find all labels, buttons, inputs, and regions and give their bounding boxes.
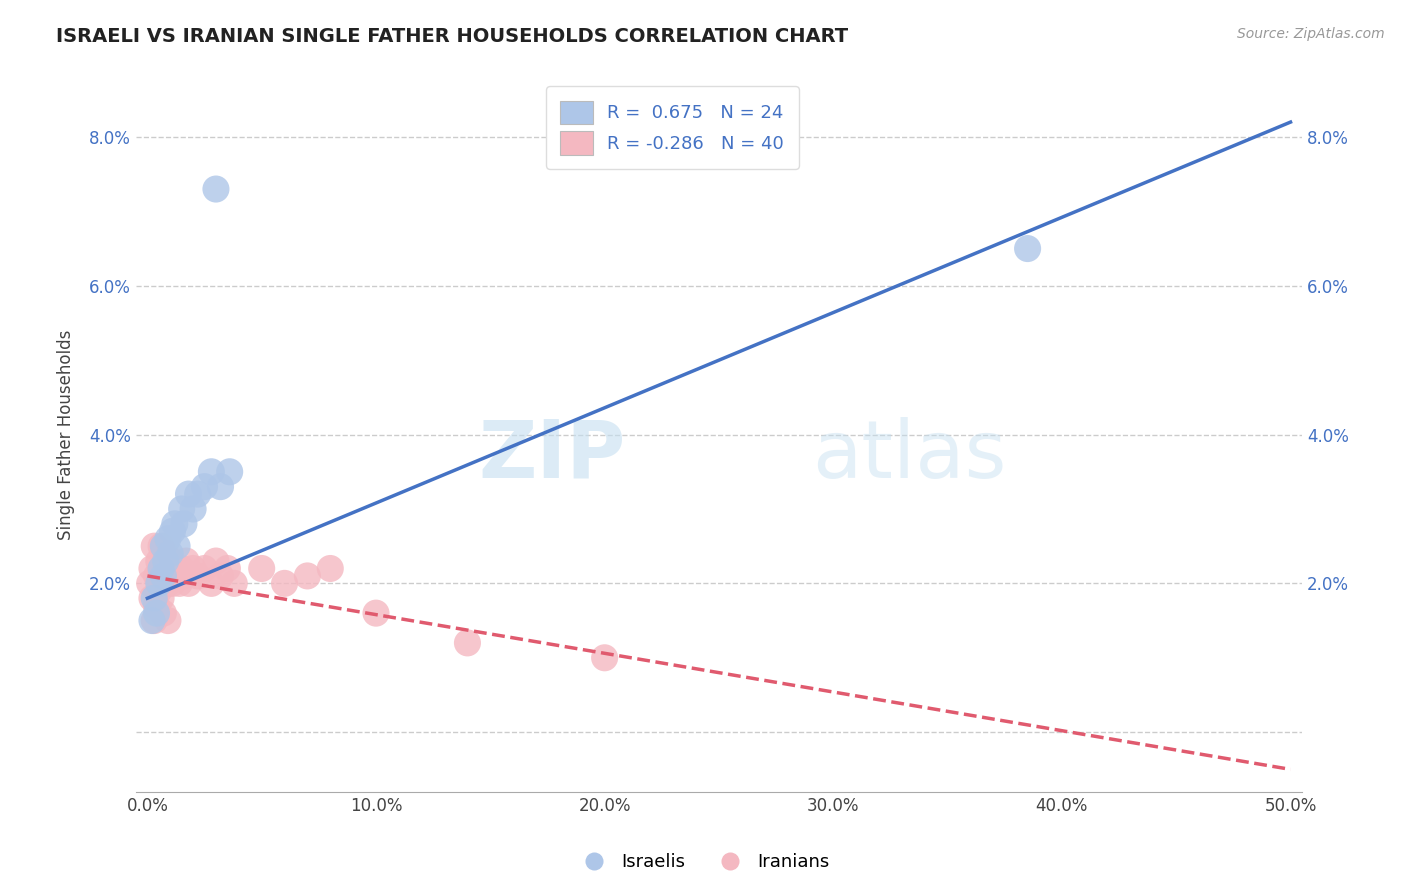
Point xyxy=(156,532,179,546)
Point xyxy=(250,561,273,575)
Point xyxy=(141,561,163,575)
Point xyxy=(218,465,240,479)
Point xyxy=(209,569,232,583)
Point xyxy=(177,576,200,591)
Point xyxy=(166,539,188,553)
Legend: Israelis, Iranians: Israelis, Iranians xyxy=(569,847,837,879)
Point xyxy=(224,576,246,591)
Point xyxy=(152,561,174,575)
Point xyxy=(181,561,204,575)
Point xyxy=(205,182,228,196)
Point xyxy=(162,576,184,591)
Point xyxy=(143,614,166,628)
Point xyxy=(217,561,239,575)
Point xyxy=(177,487,200,501)
Point xyxy=(162,524,184,539)
Point xyxy=(141,591,163,606)
Point xyxy=(152,539,174,553)
Point xyxy=(200,576,222,591)
Point xyxy=(145,569,167,583)
Point xyxy=(145,606,167,620)
Point xyxy=(163,561,186,575)
Point xyxy=(173,516,195,531)
Point xyxy=(593,650,616,665)
Point xyxy=(148,554,170,568)
Point xyxy=(187,569,209,583)
Point xyxy=(364,606,387,620)
Point xyxy=(150,561,173,575)
Text: ZIP: ZIP xyxy=(478,417,626,495)
Point xyxy=(209,480,232,494)
Point xyxy=(141,614,163,628)
Point xyxy=(319,561,342,575)
Point xyxy=(148,576,170,591)
Point xyxy=(193,480,215,494)
Text: ISRAELI VS IRANIAN SINGLE FATHER HOUSEHOLDS CORRELATION CHART: ISRAELI VS IRANIAN SINGLE FATHER HOUSEHO… xyxy=(56,27,848,45)
Point xyxy=(456,636,478,650)
Point xyxy=(159,554,181,568)
Legend: R =  0.675   N = 24, R = -0.286   N = 40: R = 0.675 N = 24, R = -0.286 N = 40 xyxy=(546,87,799,169)
Point xyxy=(170,502,193,516)
Point xyxy=(193,561,215,575)
Point xyxy=(145,599,167,613)
Point xyxy=(155,554,177,568)
Text: atlas: atlas xyxy=(813,417,1007,495)
Point xyxy=(200,465,222,479)
Point xyxy=(1017,242,1039,256)
Point xyxy=(205,554,228,568)
Point xyxy=(150,591,173,606)
Point xyxy=(173,569,195,583)
Point xyxy=(156,576,179,591)
Point xyxy=(143,591,166,606)
Point xyxy=(148,583,170,598)
Point xyxy=(152,569,174,583)
Point xyxy=(143,539,166,553)
Point xyxy=(163,516,186,531)
Point xyxy=(174,554,197,568)
Point xyxy=(181,502,204,516)
Point xyxy=(166,569,188,583)
Point xyxy=(156,614,179,628)
Point xyxy=(297,569,319,583)
Point xyxy=(187,487,209,501)
Point xyxy=(159,547,181,561)
Point xyxy=(155,547,177,561)
Point xyxy=(170,561,193,575)
Y-axis label: Single Father Households: Single Father Households xyxy=(58,329,75,540)
Point xyxy=(138,576,160,591)
Point xyxy=(152,606,174,620)
Point xyxy=(150,539,173,553)
Point xyxy=(169,576,191,591)
Point xyxy=(273,576,295,591)
Text: Source: ZipAtlas.com: Source: ZipAtlas.com xyxy=(1237,27,1385,41)
